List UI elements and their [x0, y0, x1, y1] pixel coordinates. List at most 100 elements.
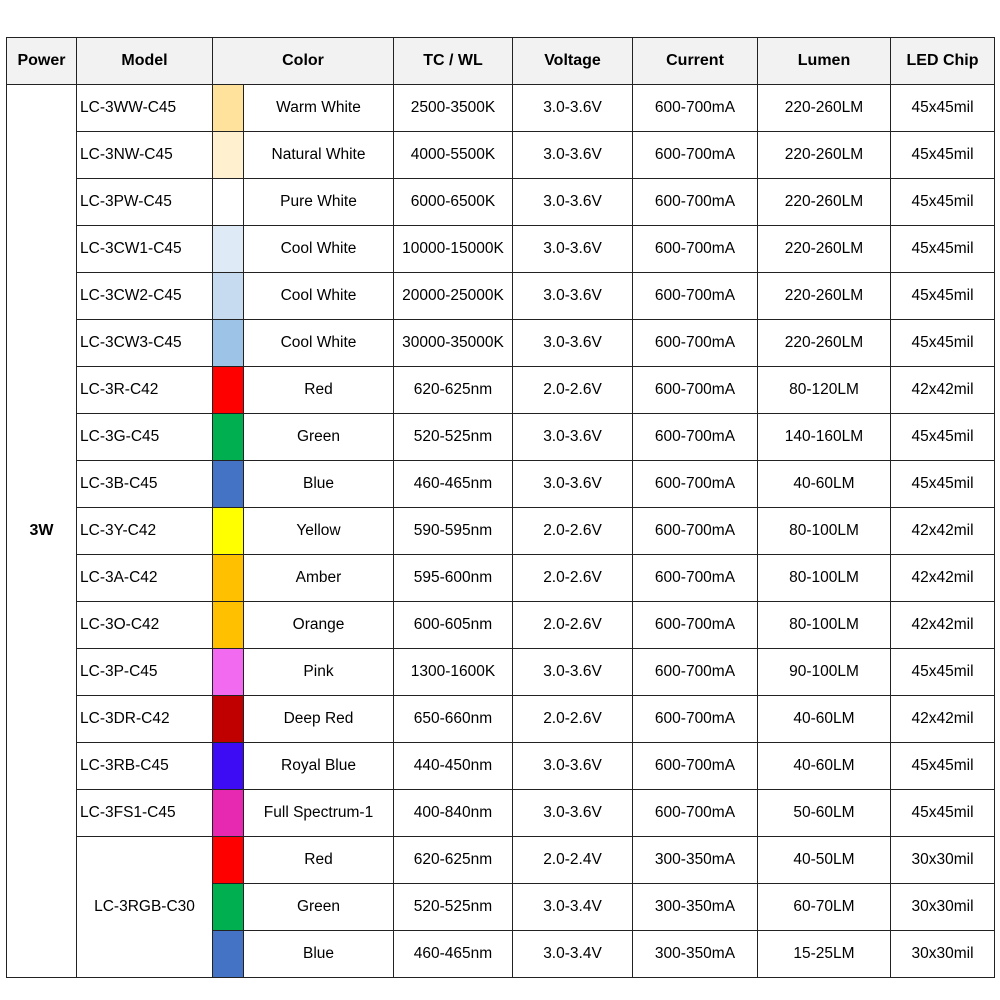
color-swatch-cell [212, 601, 244, 649]
color-swatch [213, 743, 243, 789]
lumen-cell: 220-260LM [757, 272, 891, 320]
led-chip-cell: 30x30mil [890, 836, 995, 884]
table-row: LC-3O-C42 Orange 600-605nm 2.0-2.6V 600-700m… [7, 601, 995, 649]
lumen-cell: 40-60LM [757, 460, 891, 508]
table-row: LC-3FS1-C45 Full Spectrum-1 400-840nm 3.0-3… [7, 789, 995, 837]
color-name-cell: Pink [243, 648, 394, 696]
color-swatch-cell [212, 883, 244, 931]
voltage-cell: 3.0-3.6V [512, 272, 633, 320]
lumen-cell: 40-50LM [757, 836, 891, 884]
voltage-cell: 2.0-2.6V [512, 554, 633, 602]
tc-wl-cell: 30000-35000K [393, 319, 513, 367]
voltage-cell: 3.0-3.6V [512, 131, 633, 179]
color-name-cell: Green [243, 883, 394, 931]
color-swatch-cell [212, 272, 244, 320]
color-name-cell: Cool White [243, 225, 394, 273]
table-row: LC-3RB-C45 Royal Blue 440-450nm 3.0-3.6V 600… [7, 742, 995, 790]
model-cell: LC-3CW1-C45 [76, 225, 213, 273]
tc-wl-cell: 2500-3500K [393, 84, 513, 132]
color-name-cell: Warm White [243, 84, 394, 132]
table-row: LC-3CW1-C45 Cool White 10000-15000K 3.0-3.6… [7, 225, 995, 273]
table-row: LC-3B-C45 Blue 460-465nm 3.0-3.6V 600-700mA 4… [7, 460, 995, 508]
color-swatch [213, 931, 243, 977]
lumen-cell: 220-260LM [757, 225, 891, 273]
voltage-cell: 2.0-2.4V [512, 836, 633, 884]
header-led-chip: LED Chip [890, 37, 995, 85]
color-swatch-cell [212, 930, 244, 978]
model-cell: LC-3G-C45 [76, 413, 213, 461]
table-row: LC-3CW3-C45 Cool White 30000-35000K 3.0-3.6… [7, 319, 995, 367]
model-cell: LC-3FS1-C45 [76, 789, 213, 837]
color-swatch-cell [212, 789, 244, 837]
model-cell: LC-3NW-C45 [76, 131, 213, 179]
tc-wl-cell: 650-660nm [393, 695, 513, 743]
color-swatch-cell [212, 131, 244, 179]
color-name-cell: Cool White [243, 272, 394, 320]
table-row: LC-3RGB-C30 Red 620-625nm 2.0-2.4V 300-350mA… [7, 836, 995, 978]
current-cell: 600-700mA [632, 366, 758, 414]
led-chip-cell: 45x45mil [890, 319, 995, 367]
voltage-cell: 2.0-2.6V [512, 507, 633, 555]
voltage-cell: 3.0-3.6V [512, 84, 633, 132]
lumen-cell: 220-260LM [757, 319, 891, 367]
color-swatch [213, 508, 243, 554]
current-cell: 300-350mA [632, 883, 758, 931]
table-row: LC-3PW-C45 Pure White 6000-6500K 3.0-3.6V 60… [7, 178, 995, 226]
color-swatch-cell [212, 648, 244, 696]
voltage-cell: 3.0-3.6V [512, 742, 633, 790]
color-swatch [213, 461, 243, 507]
led-chip-cell: 45x45mil [890, 131, 995, 179]
voltage-cell: 3.0-3.6V [512, 648, 633, 696]
led-chip-cell: 30x30mil [890, 930, 995, 978]
color-name-cell: Yellow [243, 507, 394, 555]
voltage-cell: 2.0-2.6V [512, 366, 633, 414]
lumen-cell: 80-120LM [757, 366, 891, 414]
header-tc-wl: TC / WL [393, 37, 513, 85]
header-color: Color [212, 37, 394, 85]
model-cell: LC-3WW-C45 [76, 84, 213, 132]
voltage-cell: 3.0-3.6V [512, 413, 633, 461]
model-cell: LC-3Y-C42 [76, 507, 213, 555]
color-swatch [213, 132, 243, 178]
color-swatch [213, 602, 243, 648]
tc-wl-cell: 620-625nm [393, 366, 513, 414]
color-swatch-cell [212, 366, 244, 414]
led-chip-cell: 45x45mil [890, 742, 995, 790]
tc-wl-cell: 595-600nm [393, 554, 513, 602]
model-cell: LC-3R-C42 [76, 366, 213, 414]
voltage-cell: 3.0-3.6V [512, 460, 633, 508]
voltage-cell: 3.0-3.4V [512, 883, 633, 931]
current-cell: 600-700mA [632, 460, 758, 508]
color-name-cell: Amber [243, 554, 394, 602]
led-chip-cell: 42x42mil [890, 695, 995, 743]
current-cell: 600-700mA [632, 742, 758, 790]
tc-wl-cell: 620-625nm [393, 836, 513, 884]
model-cell: LC-3PW-C45 [76, 178, 213, 226]
voltage-cell: 3.0-3.4V [512, 930, 633, 978]
voltage-cell: 2.0-2.6V [512, 601, 633, 649]
tc-wl-cell: 590-595nm [393, 507, 513, 555]
model-cell: LC-3B-C45 [76, 460, 213, 508]
color-swatch [213, 85, 243, 131]
tc-wl-cell: 1300-1600K [393, 648, 513, 696]
color-name-cell: Full Spectrum-1 [243, 789, 394, 837]
lumen-cell: 80-100LM [757, 507, 891, 555]
model-cell: LC-3O-C42 [76, 601, 213, 649]
led-chip-cell: 45x45mil [890, 225, 995, 273]
table-row: LC-3NW-C45 Natural White 4000-5500K 3.0-3.6… [7, 131, 995, 179]
table-body: 3W LC-3WW-C45 Warm White 2500-3500K 3.0-3.6V… [6, 84, 995, 978]
model-cell: LC-3CW3-C45 [76, 319, 213, 367]
current-cell: 600-700mA [632, 178, 758, 226]
tc-wl-cell: 4000-5500K [393, 131, 513, 179]
table-row: LC-3R-C42 Red 620-625nm 2.0-2.6V 600-700mA 80… [7, 366, 995, 414]
color-swatch [213, 273, 243, 319]
color-swatch [213, 837, 243, 883]
color-swatch-cell [212, 836, 244, 884]
current-cell: 300-350mA [632, 836, 758, 884]
color-name-cell: Cool White [243, 319, 394, 367]
lumen-cell: 140-160LM [757, 413, 891, 461]
led-chip-cell: 42x42mil [890, 554, 995, 602]
current-cell: 600-700mA [632, 695, 758, 743]
color-name-cell: Blue [243, 460, 394, 508]
model-cell: LC-3RGB-C30 [76, 836, 213, 978]
